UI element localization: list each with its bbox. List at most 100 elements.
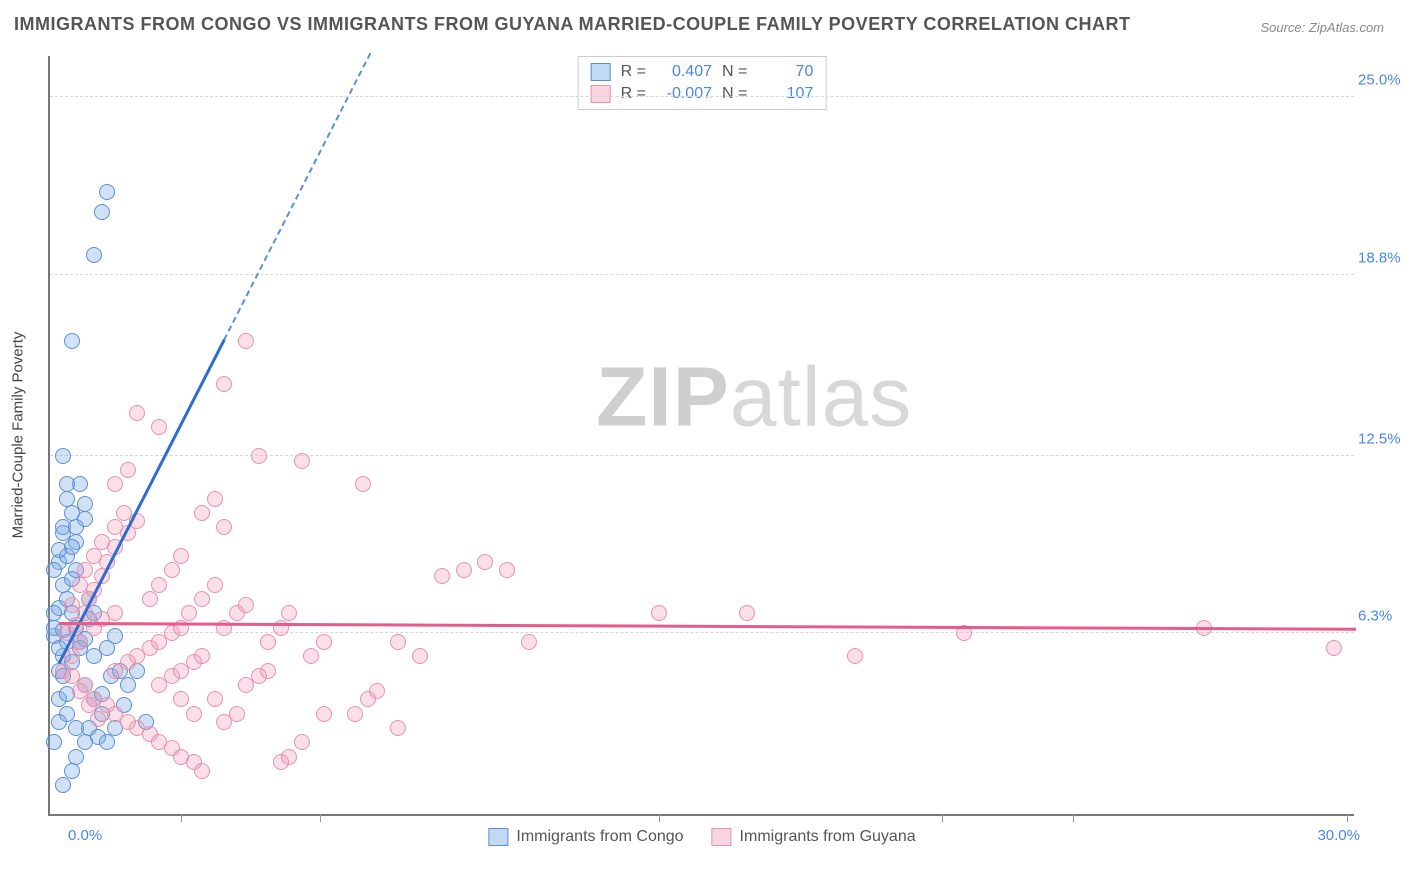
data-point: [64, 539, 80, 555]
data-point: [216, 376, 232, 392]
stats-row-series-a: R = 0.407 N = 70: [591, 61, 814, 83]
data-point: [186, 706, 202, 722]
data-point: [207, 691, 223, 707]
data-point: [434, 568, 450, 584]
data-point: [55, 777, 71, 793]
data-point: [55, 448, 71, 464]
gridline: [50, 96, 1354, 97]
data-point: [46, 562, 62, 578]
data-point: [90, 711, 106, 727]
data-point: [99, 184, 115, 200]
x-axis-min-label: 0.0%: [68, 827, 102, 844]
data-point: [151, 577, 167, 593]
data-point: [64, 668, 80, 684]
swatch-icon: [712, 828, 732, 846]
data-point: [207, 491, 223, 507]
x-tick: [320, 814, 321, 822]
x-tick: [942, 814, 943, 822]
data-point: [64, 597, 80, 613]
data-point: [86, 548, 102, 564]
data-point: [59, 491, 75, 507]
data-point: [347, 706, 363, 722]
data-point: [107, 476, 123, 492]
data-point: [194, 591, 210, 607]
watermark: ZIPatlas: [596, 349, 912, 446]
data-point: [251, 448, 267, 464]
y-tick-label: 18.8%: [1358, 249, 1404, 266]
data-point: [238, 597, 254, 613]
data-point: [194, 648, 210, 664]
data-point: [116, 505, 132, 521]
data-point: [229, 706, 245, 722]
gridline: [50, 632, 1354, 633]
data-point: [1326, 640, 1342, 656]
data-point: [64, 763, 80, 779]
data-point: [164, 562, 180, 578]
x-tick: [1347, 814, 1348, 822]
x-axis-max-label: 30.0%: [1317, 827, 1360, 844]
data-point: [120, 677, 136, 693]
data-point: [238, 333, 254, 349]
data-point: [216, 519, 232, 535]
data-point: [77, 734, 93, 750]
y-tick-label: 12.5%: [1358, 430, 1404, 447]
correlation-stats-box: R = 0.407 N = 70 R = -0.007 N = 107: [578, 56, 827, 110]
data-point: [72, 683, 88, 699]
data-point: [68, 519, 84, 535]
data-point: [281, 749, 297, 765]
legend: Immigrants from Congo Immigrants from Gu…: [488, 828, 915, 846]
data-point: [86, 247, 102, 263]
source-attribution: Source: ZipAtlas.com: [1260, 20, 1384, 35]
data-point: [142, 591, 158, 607]
data-point: [316, 634, 332, 650]
data-point: [207, 577, 223, 593]
data-point: [369, 683, 385, 699]
data-point: [107, 628, 123, 644]
data-point: [77, 562, 93, 578]
swatch-icon: [591, 63, 611, 81]
gridline: [50, 274, 1354, 275]
data-point: [281, 605, 297, 621]
legend-item-series-b: Immigrants from Guyana: [712, 828, 916, 846]
data-point: [294, 734, 310, 750]
data-point: [64, 333, 80, 349]
gridline: [50, 455, 1354, 456]
swatch-icon: [488, 828, 508, 846]
data-point: [94, 534, 110, 550]
data-point: [521, 634, 537, 650]
data-point: [72, 634, 88, 650]
data-point: [51, 714, 67, 730]
data-point: [355, 476, 371, 492]
data-point: [173, 691, 189, 707]
data-point: [194, 763, 210, 779]
data-point: [412, 648, 428, 664]
data-point: [294, 453, 310, 469]
data-point: [390, 634, 406, 650]
data-point: [77, 496, 93, 512]
data-point: [477, 554, 493, 570]
data-point: [107, 605, 123, 621]
data-point: [68, 720, 84, 736]
data-point: [94, 204, 110, 220]
data-point: [499, 562, 515, 578]
data-point: [107, 519, 123, 535]
chart-title: IMMIGRANTS FROM CONGO VS IMMIGRANTS FROM…: [14, 14, 1131, 35]
y-axis-label: Married-Couple Family Poverty: [10, 332, 27, 539]
data-point: [651, 605, 667, 621]
data-point: [303, 648, 319, 664]
data-point: [456, 562, 472, 578]
x-tick: [1073, 814, 1074, 822]
x-tick: [659, 814, 660, 822]
data-point: [173, 548, 189, 564]
data-point: [120, 462, 136, 478]
data-point: [739, 605, 755, 621]
trend-line: [59, 622, 1356, 631]
data-point: [46, 734, 62, 750]
data-point: [316, 706, 332, 722]
data-point: [181, 605, 197, 621]
data-point: [151, 419, 167, 435]
y-tick-label: 25.0%: [1358, 72, 1404, 89]
data-point: [847, 648, 863, 664]
scatter-plot: Married-Couple Family Poverty ZIPatlas 0…: [48, 56, 1354, 816]
data-point: [260, 634, 276, 650]
